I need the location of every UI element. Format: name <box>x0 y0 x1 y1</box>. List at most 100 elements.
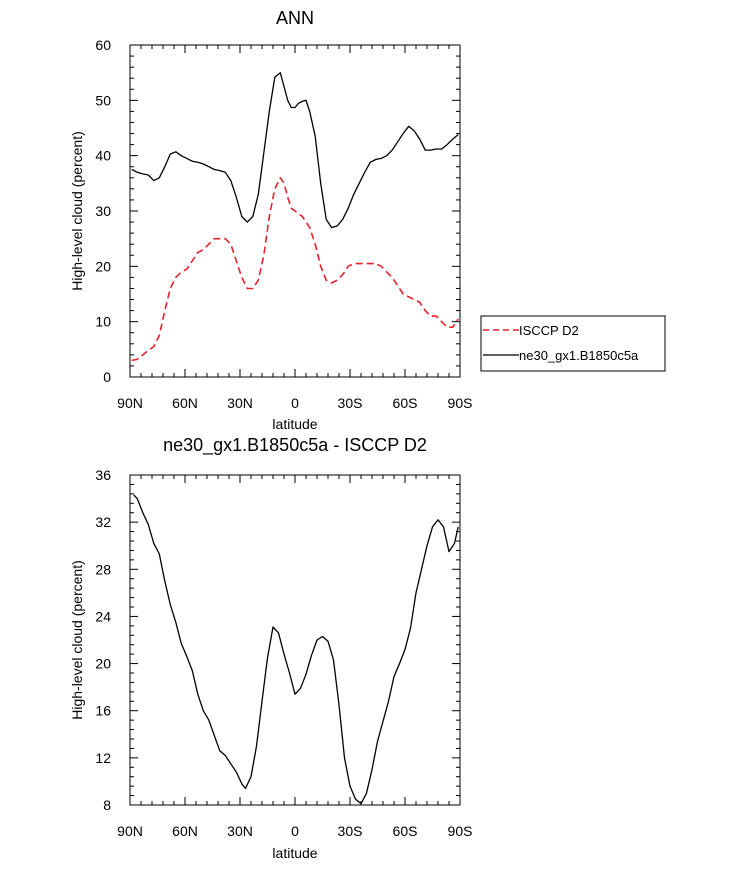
chart-difference: ne30_gx1.B1850c5a - ISCCP D2 90N 60N 30N 0 3… <box>69 435 472 861</box>
data-point <box>326 280 327 281</box>
data-point <box>192 161 193 162</box>
data-point <box>186 269 187 270</box>
data-point <box>263 152 264 153</box>
data-point <box>426 545 427 546</box>
tick-marks <box>129 474 461 806</box>
data-point <box>382 721 383 722</box>
data-point <box>452 327 453 328</box>
data-point <box>164 581 165 582</box>
data-point <box>436 148 437 149</box>
data-point <box>258 280 259 281</box>
data-point <box>225 172 226 173</box>
data-point <box>305 674 306 675</box>
data-point <box>386 155 387 156</box>
data-point <box>311 655 312 656</box>
data-point <box>159 553 160 554</box>
x-tick-label: 30N <box>227 395 253 411</box>
data-point <box>148 524 149 525</box>
data-point <box>203 710 204 711</box>
data-point <box>219 170 220 171</box>
data-point <box>458 526 459 527</box>
y-tick-label: 10 <box>95 314 111 330</box>
x-tick-label: 60S <box>393 395 418 411</box>
data-point <box>214 735 215 736</box>
data-point <box>425 310 426 311</box>
data-point <box>441 321 442 322</box>
data-point <box>142 512 143 513</box>
data-point <box>175 277 176 278</box>
data-point <box>250 776 251 777</box>
data-point <box>225 238 226 239</box>
data-point <box>164 166 165 167</box>
x-axis-label: latitude <box>272 845 317 861</box>
y-tick-label: 12 <box>95 750 111 766</box>
data-point <box>280 72 281 73</box>
data-point <box>331 227 332 228</box>
data-point <box>278 632 279 633</box>
data-point <box>437 519 438 520</box>
data-point <box>432 526 433 527</box>
data-point <box>208 166 209 167</box>
y-tick-label: 28 <box>95 561 111 577</box>
data-point <box>225 755 226 756</box>
data-point <box>393 676 394 677</box>
data-point <box>181 271 182 272</box>
data-point <box>274 188 275 189</box>
data-point <box>316 639 317 640</box>
data-point <box>322 636 323 637</box>
data-point <box>291 208 292 209</box>
x-tick-label: 0 <box>291 823 299 839</box>
data-point <box>344 757 345 758</box>
data-point <box>355 799 356 800</box>
data-point <box>175 151 176 152</box>
chart-ann: ANN 90N 60N 30N 0 30S 60S 90S 0 10 20 30 40 50 60 lat… <box>69 8 666 432</box>
data-point <box>392 277 393 278</box>
data-point <box>298 103 299 104</box>
data-point <box>360 803 361 804</box>
data-point <box>192 670 193 671</box>
data-point <box>348 208 349 209</box>
data-point <box>197 252 198 253</box>
x-tick-label: 90N <box>117 395 143 411</box>
data-point <box>326 219 327 220</box>
data-point <box>337 280 338 281</box>
data-point <box>214 169 215 170</box>
data-point <box>421 569 422 570</box>
data-point <box>283 654 284 655</box>
tick-marks <box>129 44 461 378</box>
plot-frame <box>129 474 461 806</box>
data-point <box>230 244 231 245</box>
x-tick-label: 0 <box>291 395 299 411</box>
data-point <box>353 263 354 264</box>
data-point <box>256 746 257 747</box>
x-tick-label: 30S <box>338 823 363 839</box>
data-point <box>348 266 349 267</box>
data-point <box>283 86 284 87</box>
data-point <box>375 263 376 264</box>
series-line-difference <box>133 494 459 805</box>
data-point <box>430 150 431 151</box>
legend-box <box>480 315 666 372</box>
data-point <box>359 183 360 184</box>
x-tick-label: 60N <box>172 823 198 839</box>
data-point <box>342 274 343 275</box>
y-tick-label: 24 <box>95 608 111 624</box>
data-point <box>419 139 420 140</box>
data-point <box>245 788 246 789</box>
data-point <box>291 107 292 108</box>
data-point <box>208 244 209 245</box>
data-point <box>197 162 198 163</box>
data-point <box>203 163 204 164</box>
data-point <box>181 155 182 156</box>
data-point <box>267 657 268 658</box>
data-point <box>236 771 237 772</box>
series-line-isccp-d2 <box>131 177 459 362</box>
data-point <box>364 172 365 173</box>
data-point <box>302 216 303 217</box>
series-group <box>133 494 459 805</box>
x-tick-label: 90S <box>448 395 473 411</box>
data-point <box>170 153 171 154</box>
data-point <box>241 783 242 784</box>
data-point <box>315 136 316 137</box>
data-point <box>403 293 404 294</box>
